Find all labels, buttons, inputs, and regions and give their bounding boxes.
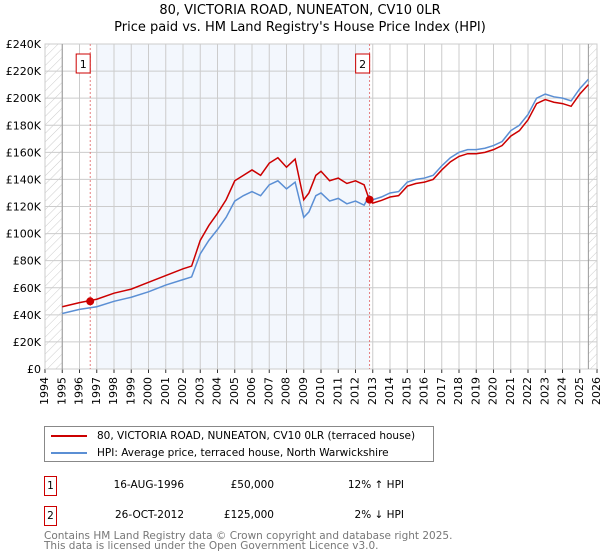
sale-date: 26-OCT-2012 <box>115 509 184 521</box>
x-tick-label: 2024 <box>556 377 569 405</box>
x-tick-label: 2019 <box>469 377 482 405</box>
sale-date: 16-AUG-1996 <box>113 479 184 491</box>
sale-price: £125,000 <box>223 509 274 521</box>
x-tick-label: 1999 <box>124 377 137 405</box>
x-tick-label: 2020 <box>487 377 500 405</box>
x-tick-label: 2023 <box>538 377 551 405</box>
sale-hpi-diff: 2% ↓ HPI <box>354 509 404 521</box>
y-tick-label: £200K <box>6 92 42 105</box>
x-tick-label: 2016 <box>418 377 431 405</box>
x-tick-label: 2002 <box>176 377 189 405</box>
x-tick-label: 2017 <box>435 377 448 405</box>
sale-hpi-diff: 12% ↑ HPI <box>347 479 404 491</box>
x-tick-label: 1996 <box>73 377 86 405</box>
x-tick-label: 2013 <box>366 377 379 405</box>
sale-price: £50,000 <box>230 479 274 491</box>
y-tick-label: £60K <box>13 282 42 295</box>
y-tick-label: £180K <box>6 119 42 132</box>
x-tick-label: 2009 <box>297 377 310 405</box>
chart-subtitle: Price paid vs. HM Land Registry's House … <box>114 20 486 35</box>
x-tick-label: 2012 <box>349 377 362 405</box>
x-tick-label: 2014 <box>383 377 396 405</box>
x-tick-label: 2021 <box>504 377 517 405</box>
chart-title: 80, VICTORIA ROAD, NUNEATON, CV10 0LR <box>159 3 441 18</box>
y-tick-label: £80K <box>13 255 42 268</box>
x-tick-label: 2022 <box>521 377 534 405</box>
x-tick-label: 2010 <box>314 377 327 405</box>
y-tick-label: £100K <box>6 228 42 241</box>
x-tick-label: 1997 <box>90 377 103 405</box>
y-tick-label: £40K <box>13 309 42 322</box>
sale-marker-label: 1 <box>44 476 57 496</box>
sale-marker-box <box>75 53 91 74</box>
x-tick-label: 2025 <box>573 377 586 405</box>
x-tick-label: 2026 <box>590 377 600 405</box>
x-tick-label: 2018 <box>452 377 465 405</box>
y-tick-label: £0 <box>27 363 41 376</box>
sale-marker-box <box>355 53 371 74</box>
x-tick-label: 2000 <box>142 377 155 405</box>
x-tick-label: 2007 <box>262 377 275 405</box>
x-tick-label: 2008 <box>280 377 293 405</box>
property-price-line <box>62 84 589 308</box>
footer-licence: This data is licensed under the Open Gov… <box>44 540 379 552</box>
x-tick-label: 2001 <box>159 377 172 405</box>
footer-copyright: Contains HM Land Registry data © Crown c… <box>44 530 453 542</box>
footer: Contains HM Land Registry data © Crown c… <box>44 530 453 552</box>
x-tick-label: 2004 <box>211 377 224 405</box>
hpi-line <box>62 78 589 315</box>
y-tick-label: £160K <box>6 146 42 159</box>
plot-area: 1994 1995 1996 1997 1998 1999 2000 2001 2002 2003… <box>6 38 600 405</box>
legend-hpi: HPI: Average price, terraced house, Nort… <box>97 447 389 459</box>
legend-blue-line <box>51 452 87 454</box>
x-tick-label: 1994 <box>38 377 51 405</box>
sale-marker-label: 1 <box>80 58 87 71</box>
x-tick-label: 2015 <box>400 377 413 405</box>
legend-red-line <box>51 435 87 437</box>
x-tick-label: 2011 <box>331 377 344 405</box>
y-tick-label: £140K <box>6 173 42 186</box>
x-tick-label: 1995 <box>55 377 68 405</box>
sale-marker-label: 2 <box>44 506 57 526</box>
x-tick-label: 1998 <box>107 377 120 405</box>
sale-point <box>365 195 374 204</box>
y-tick-label: £240K <box>6 38 42 51</box>
y-tick-label: £220K <box>6 65 42 78</box>
sale-marker-label: 2 <box>359 58 366 71</box>
x-tick-label: 2006 <box>245 377 258 405</box>
y-tick-label: £120K <box>6 201 42 214</box>
legend: 80, VICTORIA ROAD, NUNEATON, CV10 0LR (t… <box>44 426 434 462</box>
sale-point <box>86 297 95 306</box>
x-tick-label: 2005 <box>228 377 241 405</box>
x-tick-label: 2003 <box>193 377 206 405</box>
legend-property: 80, VICTORIA ROAD, NUNEATON, CV10 0LR (t… <box>97 430 416 442</box>
y-tick-label: £20K <box>13 336 42 349</box>
